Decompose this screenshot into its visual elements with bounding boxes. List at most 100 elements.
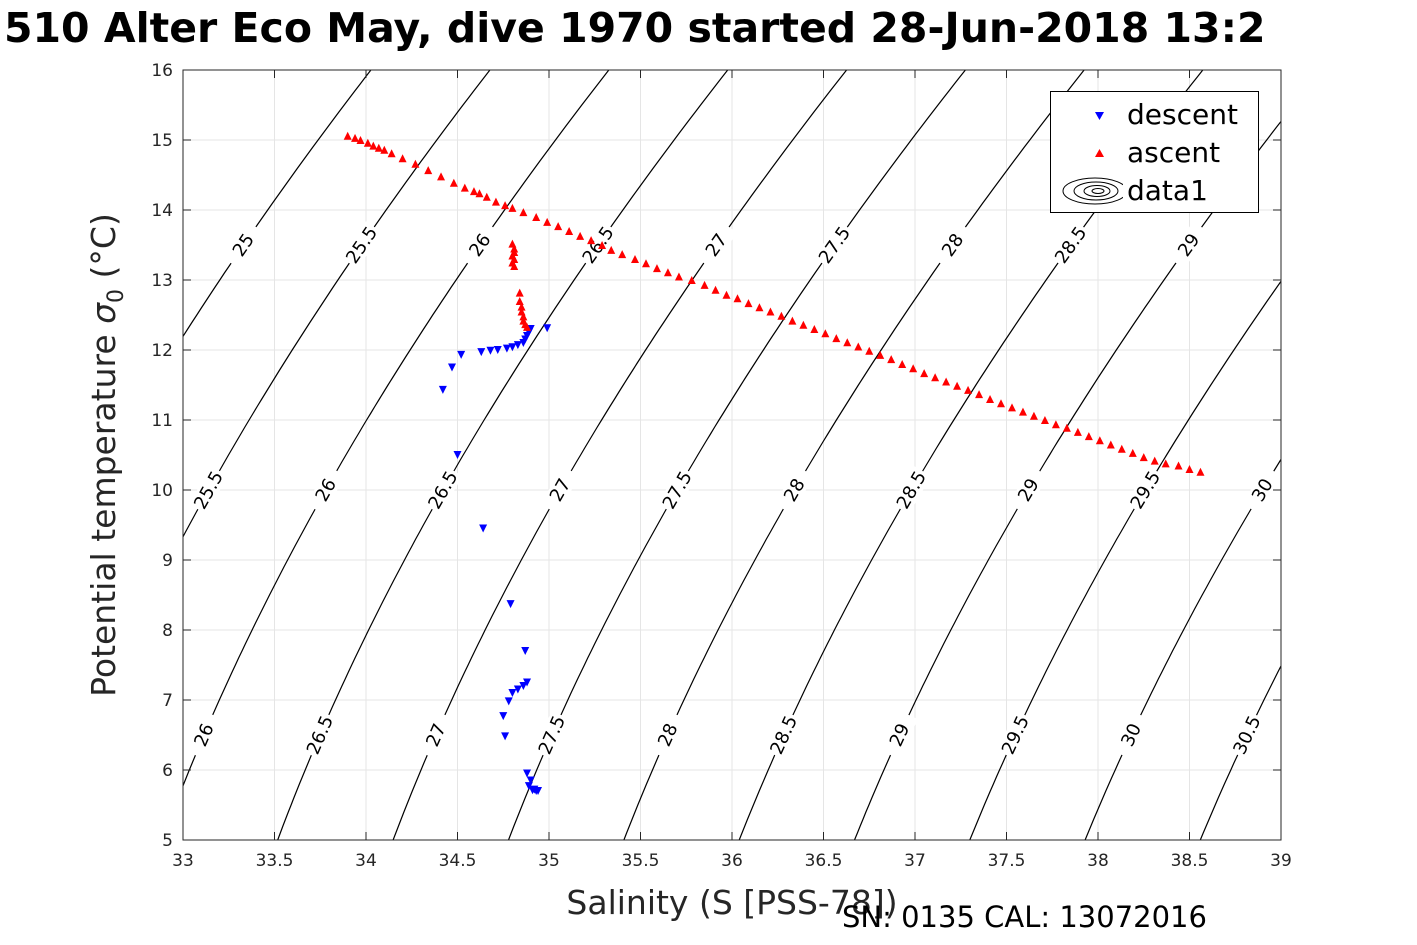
contour-label-bg: [881, 710, 918, 760]
ascent-point: [1174, 461, 1183, 470]
y-tick-label: 14: [151, 201, 173, 221]
ascent-point: [1018, 407, 1027, 416]
contour-label-bg: [577, 221, 619, 269]
ascent-point: [587, 236, 596, 245]
ascent-point: [576, 231, 585, 240]
ascent-point: [517, 302, 526, 311]
descent-point: [477, 348, 486, 357]
descent-point: [453, 451, 462, 459]
ascent-point: [799, 320, 808, 329]
contour-label-bg: [1008, 465, 1049, 514]
ascent-point: [607, 245, 616, 254]
ascent-point: [515, 297, 524, 305]
ascent-point: [508, 203, 517, 212]
ascent-point: [788, 316, 797, 325]
contour-label: 30.5: [1229, 713, 1265, 758]
ascent-point: [663, 268, 672, 277]
x-tick-label: 38.5: [1171, 851, 1209, 871]
descent-point: [502, 344, 511, 353]
contour-label-bg: [765, 710, 802, 760]
ascent-point: [618, 250, 627, 259]
ascent-point: [1106, 440, 1115, 449]
descent-point: [457, 350, 466, 359]
descent-point: [513, 685, 522, 694]
legend[interactable]: descent ascent data1: [1050, 91, 1259, 213]
ascent-point: [964, 385, 973, 394]
ascent-point: [641, 259, 650, 268]
serial-calibration-text: SN: 0135 CAL: 13072016: [842, 900, 1207, 934]
ascent-point: [887, 355, 896, 364]
legend-label-data1: data1: [1127, 174, 1208, 207]
descent-point: [438, 385, 447, 394]
contour-label: 28.5: [766, 713, 802, 758]
y-tick-label: 16: [151, 61, 173, 81]
ascent-point: [523, 322, 532, 331]
ascent-point: [519, 312, 528, 321]
ascent-point: [554, 222, 563, 231]
ascent-point: [975, 390, 984, 399]
legend-label-descent: descent: [1127, 98, 1238, 131]
contour-label: 26.5: [303, 713, 338, 758]
descent-point: [506, 600, 515, 609]
ascent-point: [449, 178, 458, 187]
density-contour: [183, 70, 610, 788]
ascent-point: [515, 288, 524, 297]
x-tick-label: 35.5: [622, 851, 660, 871]
ascent-point: [1161, 459, 1170, 468]
descent-point: [519, 339, 528, 347]
density-contour: [183, 70, 372, 338]
ascent-point: [508, 239, 517, 248]
descent-point: [486, 346, 495, 355]
ascent-point: [1128, 448, 1137, 457]
contour-label-bg: [997, 710, 1034, 760]
ascent-point: [810, 325, 819, 333]
triangle-down-icon: [1095, 112, 1104, 120]
legend-item-descent: descent: [1051, 97, 1258, 133]
contour-label-bg: [459, 221, 501, 269]
ascent-point: [369, 141, 378, 150]
legend-label-ascent: ascent: [1127, 136, 1221, 169]
ascent-point: [565, 227, 574, 235]
ascent-point: [1185, 465, 1194, 473]
ascent-point: [532, 213, 541, 221]
ascent-point: [475, 189, 484, 198]
ascent-point: [931, 373, 940, 382]
descent-point: [524, 782, 533, 791]
ascent-point: [1007, 403, 1016, 412]
contour-label-bg: [306, 465, 346, 515]
ascent-point: [700, 280, 709, 289]
data-points: [343, 131, 1205, 795]
density-contour: [183, 70, 491, 539]
ascent-point: [909, 364, 918, 373]
ascent-point: [766, 307, 775, 316]
x-tick-label: 34: [355, 851, 377, 871]
y-tick-label: 12: [151, 341, 173, 361]
contour-label-bg: [774, 465, 815, 515]
ascent-point: [482, 192, 491, 201]
contour-label: 27.5: [535, 713, 570, 758]
x-tick-label: 38: [1087, 851, 1109, 871]
contour-label-bg: [423, 465, 463, 515]
contour-label-bg: [540, 465, 580, 515]
y-tick-label: 15: [151, 131, 173, 151]
descent-point: [523, 769, 532, 778]
descent-point: [499, 712, 508, 721]
contour-label-bg: [1112, 710, 1150, 760]
ascent-point: [1073, 427, 1082, 436]
x-tick-label: 36.5: [805, 851, 843, 871]
axis-ticks: 33 33.5 34 34.5 35 35.5 36 36.5 37 37.5 38 38.5 39 5 6…: [151, 61, 1291, 871]
x-tick-label: 35: [538, 851, 560, 871]
y-tick-label: 11: [151, 411, 173, 431]
x-tick-label: 34.5: [439, 851, 477, 871]
ascent-point: [1051, 420, 1060, 429]
contour-label: 29.5: [998, 713, 1034, 758]
ascent-point: [898, 360, 907, 368]
ascent-point: [519, 208, 528, 217]
ascent-point: [374, 143, 383, 152]
contour-label-bg: [891, 465, 932, 515]
x-tick-label: 36: [721, 851, 743, 871]
y-tick-label: 13: [151, 271, 173, 291]
ascent-point: [652, 264, 661, 273]
ascent-point: [953, 381, 962, 390]
descent-point: [448, 363, 457, 372]
